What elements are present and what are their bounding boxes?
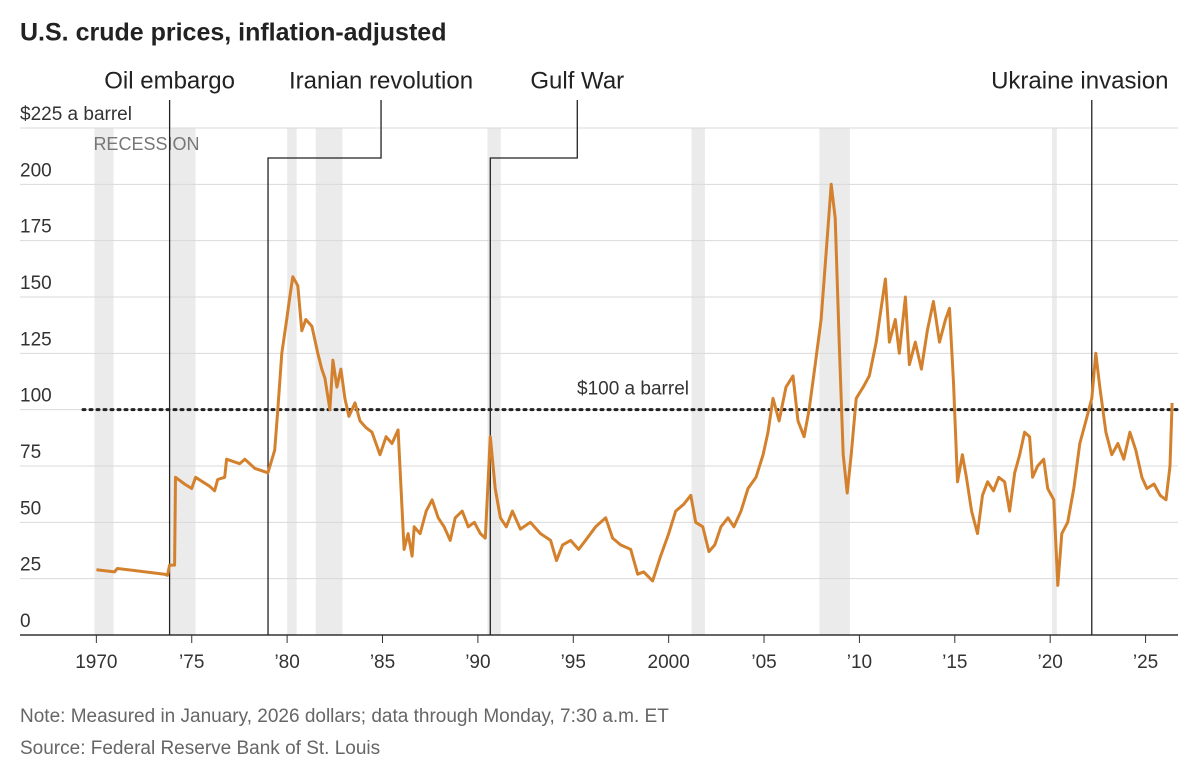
chart-title: U.S. crude prices, inflation-adjusted — [20, 19, 446, 47]
x-tick-label: ’90 — [465, 652, 490, 673]
x-tick-label: ’20 — [1038, 652, 1063, 673]
x-tick-label: ’15 — [942, 652, 967, 673]
x-tick-label: ’10 — [847, 652, 872, 673]
y-tick-label: 150 — [20, 273, 52, 294]
note: Note: Measured in January, 2026 dollars;… — [20, 706, 669, 727]
y-tick-label: 75 — [20, 442, 41, 463]
recession-label: RECESSION — [93, 134, 199, 154]
reference-label: $100 a barrel — [577, 379, 689, 400]
price-line — [96, 182, 1174, 587]
x-tick-label: ’75 — [179, 652, 204, 673]
recession-band — [487, 128, 501, 635]
recession-band — [287, 128, 297, 635]
x-tick-label: ’85 — [370, 652, 395, 673]
x-tick-label: ’05 — [751, 652, 776, 673]
y-tick-label: 25 — [20, 555, 41, 576]
recession-band — [1052, 128, 1057, 635]
event-label: Gulf War — [530, 67, 624, 94]
x-tick-label: ’80 — [274, 652, 299, 673]
event-label: Iranian revolution — [289, 67, 473, 94]
y-tick-label: 0 — [20, 611, 31, 632]
x-tick-label: ’95 — [561, 652, 586, 673]
event-line — [489, 100, 578, 635]
recession-band — [691, 128, 705, 635]
y-tick-label: 200 — [20, 160, 52, 181]
y-tick-label: 50 — [20, 498, 41, 519]
y-tick-label: $225 a barrel — [20, 104, 132, 125]
y-tick-label: 125 — [20, 329, 52, 350]
y-tick-label: 175 — [20, 217, 52, 238]
x-tick-label: 2000 — [648, 652, 690, 673]
event-line — [267, 100, 382, 635]
event-label: Ukraine invasion — [991, 67, 1168, 94]
source: Source: Federal Reserve Bank of St. Loui… — [20, 738, 380, 759]
recession-band — [94, 128, 114, 635]
event-label: Oil embargo — [104, 67, 235, 94]
x-tick-label: ’25 — [1133, 652, 1158, 673]
x-tick-label: 1970 — [75, 652, 117, 673]
y-tick-label: 100 — [20, 386, 52, 407]
